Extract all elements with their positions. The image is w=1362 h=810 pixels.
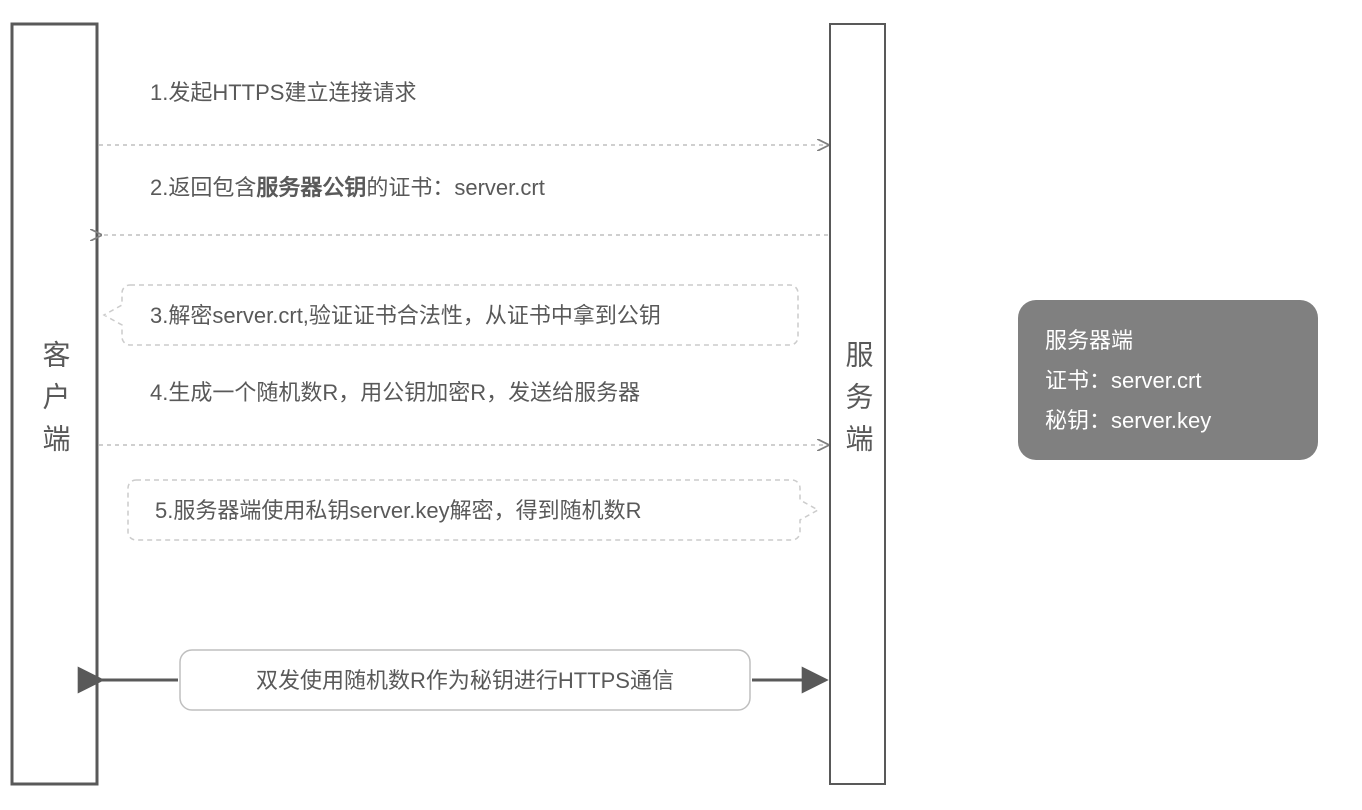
- final-text: 双发使用随机数R作为秘钥进行HTTPS通信: [256, 668, 674, 693]
- message-2: 2.返回包含服务器公钥的证书：server.crt: [101, 175, 828, 235]
- side-note-server-files: 服务器端 证书：server.crt 秘钥：server.key: [1018, 300, 1318, 460]
- message-2-part-0: 2.返回包含: [150, 175, 256, 200]
- message-1-text: 1.发起HTTPS建立连接请求: [150, 80, 416, 105]
- actor-server-label: 服务端: [843, 340, 874, 466]
- final-exchange: 双发使用随机数R作为秘钥进行HTTPS通信: [102, 650, 826, 710]
- note-3-text: 3.解密server.crt,验证证书合法性，从证书中拿到公钥: [150, 303, 661, 328]
- actor-client: 客户端: [12, 24, 97, 784]
- message-4: 4.生成一个随机数R，用公钥加密R，发送给服务器: [99, 380, 828, 445]
- side-note-line-2: 秘钥：server.key: [1045, 408, 1211, 433]
- message-2-part-2: 的证书：server.crt: [366, 175, 544, 200]
- actor-client-label: 客户端: [40, 340, 71, 466]
- note-5-text: 5.服务器端使用私钥server.key解密，得到随机数R: [155, 498, 642, 523]
- note-5: 5.服务器端使用私钥server.key解密，得到随机数R: [128, 480, 818, 540]
- message-4-text: 4.生成一个随机数R，用公钥加密R，发送给服务器: [150, 380, 640, 405]
- side-note-line-1: 证书：server.crt: [1045, 368, 1201, 393]
- actor-server: 服务端: [830, 24, 885, 784]
- message-1: 1.发起HTTPS建立连接请求: [99, 80, 828, 145]
- note-3: 3.解密server.crt,验证证书合法性，从证书中拿到公钥: [104, 285, 798, 345]
- message-2-part-1: 服务器公钥: [256, 175, 366, 200]
- side-note-line-0: 服务器端: [1045, 328, 1133, 353]
- message-2-text: 2.返回包含服务器公钥的证书：server.crt: [150, 175, 545, 200]
